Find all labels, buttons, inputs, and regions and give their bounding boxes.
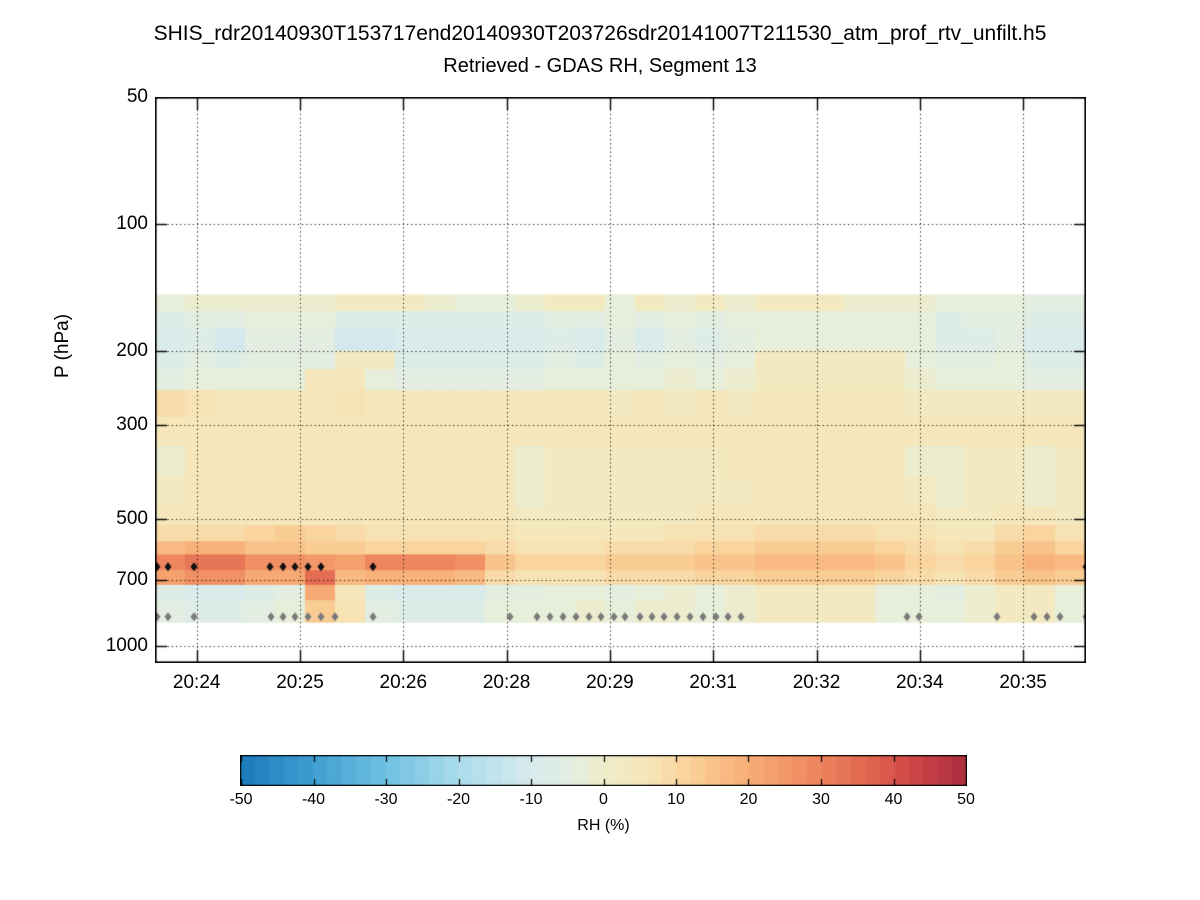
- colorbar: [240, 755, 967, 786]
- figure-title: SHIS_rdr20140930T153717end20140930T20372…: [153, 22, 1047, 45]
- colorbar-tick-label: 50: [957, 791, 975, 808]
- colorbar-tick-label: -20: [446, 791, 471, 808]
- x-tick-label: 20:29: [586, 672, 634, 693]
- figure-subtitle: Retrieved - GDAS RH, Segment 13: [443, 55, 757, 77]
- x-tick-label: 20:25: [276, 672, 324, 693]
- colorbar-label: RH (%): [577, 817, 630, 834]
- x-tick-label: 20:34: [896, 672, 944, 693]
- y-tick-label: 500: [116, 507, 148, 529]
- y-tick-label: 300: [116, 414, 148, 436]
- y-tick-label: 200: [116, 339, 148, 361]
- y-tick-label: 1000: [105, 634, 148, 656]
- colorbar-tick-label: -50: [229, 791, 253, 808]
- colorbar-tick-label: 10: [667, 791, 685, 808]
- y-tick-label: 100: [116, 212, 148, 234]
- colorbar-tick-label: -40: [301, 791, 326, 808]
- colorbar-tick-label: -30: [374, 791, 398, 808]
- colorbar-tick-label: 0: [599, 791, 608, 808]
- colorbar-tick-label: 20: [739, 791, 758, 808]
- x-tick-label: 20:24: [172, 672, 221, 693]
- x-tick-label: 20:26: [379, 672, 428, 693]
- y-tick-label: 50: [126, 86, 148, 107]
- x-tick-label: 20:31: [689, 672, 737, 693]
- colorbar-tick-label: 40: [884, 791, 903, 808]
- colorbar-tick-label: -10: [519, 791, 543, 808]
- colorbar-tick-label: 30: [812, 791, 830, 808]
- y-tick-label: 700: [116, 569, 148, 591]
- x-tick-label: 20:35: [999, 672, 1047, 693]
- x-tick-label: 20:32: [792, 672, 841, 693]
- heatmap-plot: [155, 97, 1086, 663]
- x-tick-label: 20:28: [482, 672, 531, 693]
